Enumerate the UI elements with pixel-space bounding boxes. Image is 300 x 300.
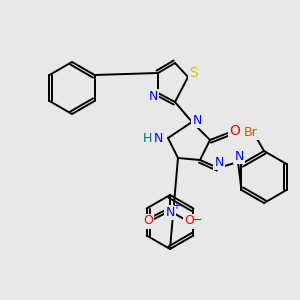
Text: −: − bbox=[192, 214, 202, 226]
Text: N: N bbox=[234, 149, 244, 163]
Text: N: N bbox=[165, 206, 175, 218]
Text: O: O bbox=[143, 214, 153, 227]
Text: Br: Br bbox=[244, 125, 258, 139]
Text: N: N bbox=[192, 113, 202, 127]
Text: +: + bbox=[172, 201, 180, 211]
Text: O: O bbox=[184, 214, 194, 227]
Text: S: S bbox=[189, 66, 197, 80]
Text: N: N bbox=[148, 89, 158, 103]
Text: O: O bbox=[230, 124, 240, 138]
Text: N: N bbox=[153, 131, 163, 145]
Text: N: N bbox=[214, 155, 224, 169]
Text: H: H bbox=[142, 133, 152, 146]
